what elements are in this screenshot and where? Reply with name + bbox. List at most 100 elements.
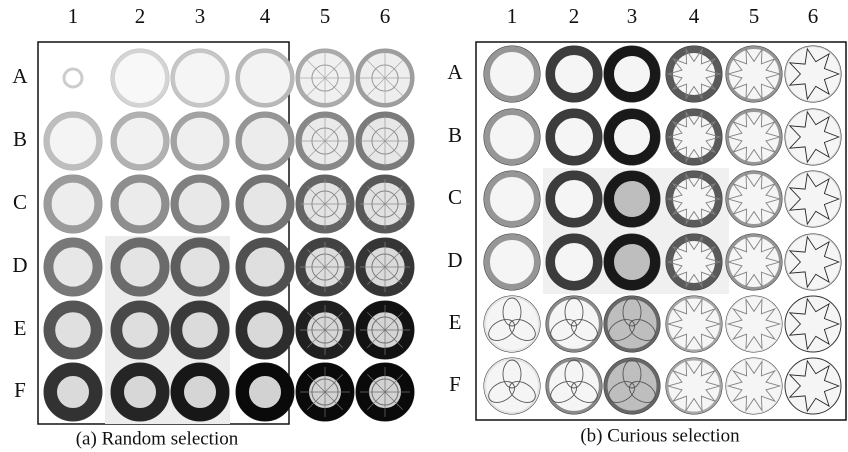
column-label: 2	[569, 4, 580, 28]
pattern-thumbnail	[236, 363, 294, 421]
pattern-thumbnail	[296, 301, 354, 359]
pattern-thumbnail	[356, 49, 414, 107]
row-label: B	[13, 127, 27, 151]
row-label: B	[448, 123, 462, 147]
pattern-thumbnail	[666, 46, 722, 102]
disc	[785, 296, 841, 352]
pattern-thumbnail	[604, 234, 660, 290]
pattern-thumbnail	[171, 49, 229, 107]
pattern-thumbnail	[785, 46, 841, 102]
row-label: E	[14, 316, 27, 340]
column-label: 3	[195, 4, 206, 28]
caption: (a) Random selection	[76, 428, 239, 449]
pattern-thumbnail	[44, 175, 102, 233]
pattern-thumbnail	[484, 171, 540, 227]
pattern-thumbnail	[171, 301, 229, 359]
row-label: C	[448, 185, 462, 209]
row-label: D	[447, 248, 462, 272]
pattern-thumbnail	[546, 46, 602, 102]
pattern-thumbnail	[546, 109, 602, 165]
pattern-thumbnail	[604, 358, 660, 414]
row-label: A	[12, 64, 28, 88]
ring	[64, 69, 82, 87]
pattern-thumbnail	[111, 112, 169, 170]
pattern-thumbnail	[484, 109, 540, 165]
pattern-thumbnail	[44, 238, 102, 296]
pattern-thumbnail	[604, 109, 660, 165]
row-label: D	[12, 253, 27, 277]
pattern-thumbnail	[785, 109, 841, 165]
pattern-thumbnail	[356, 112, 414, 170]
pattern-thumbnail	[236, 301, 294, 359]
row-label: F	[14, 378, 26, 402]
pattern-thumbnail	[666, 234, 722, 290]
pattern-thumbnail	[785, 234, 841, 290]
pattern-thumbnail	[236, 175, 294, 233]
row-label: C	[13, 190, 27, 214]
pattern-thumbnail	[546, 296, 602, 352]
column-label: 3	[627, 4, 638, 28]
caption: (b) Curious selection	[580, 425, 740, 446]
pattern-thumbnail	[356, 175, 414, 233]
row-label: E	[449, 310, 462, 334]
pattern-thumbnail	[484, 296, 540, 352]
pattern-thumbnail	[785, 171, 841, 227]
pattern-thumbnail	[484, 234, 540, 290]
pattern-thumbnail	[44, 112, 102, 170]
row-label: F	[449, 372, 461, 396]
pattern-thumbnail	[785, 296, 841, 352]
pattern-thumbnail	[666, 171, 722, 227]
disc	[785, 358, 841, 414]
pattern-thumbnail	[44, 301, 102, 359]
pattern-thumbnail	[726, 234, 782, 290]
column-label: 6	[808, 4, 819, 28]
column-label: 5	[320, 4, 331, 28]
pattern-thumbnail	[236, 238, 294, 296]
pattern-thumbnail	[296, 49, 354, 107]
pattern-thumbnail	[111, 301, 169, 359]
pattern-thumbnail	[484, 46, 540, 102]
pattern-thumbnail	[484, 358, 540, 414]
pattern-thumbnail	[171, 363, 229, 421]
row-label: A	[447, 60, 463, 84]
pattern-thumbnail	[666, 358, 722, 414]
column-label: 2	[135, 4, 146, 28]
pattern-thumbnail	[604, 46, 660, 102]
pattern-thumbnail	[604, 171, 660, 227]
pattern-thumbnail	[236, 112, 294, 170]
column-label: 5	[749, 4, 760, 28]
pattern-thumbnail	[356, 363, 414, 421]
pattern-thumbnail	[785, 358, 841, 414]
pattern-thumbnail	[604, 296, 660, 352]
pattern-thumbnail	[296, 238, 354, 296]
pattern-thumbnail	[666, 296, 722, 352]
column-label: 4	[689, 4, 700, 28]
pattern-thumbnail	[111, 175, 169, 233]
pattern-thumbnail	[546, 171, 602, 227]
pattern-thumbnail	[356, 238, 414, 296]
pattern-thumbnail	[726, 171, 782, 227]
pattern-thumbnail	[666, 109, 722, 165]
pattern-thumbnail	[111, 49, 169, 107]
pattern-thumbnail	[64, 69, 82, 87]
pattern-thumbnail	[236, 49, 294, 107]
pattern-thumbnail	[296, 175, 354, 233]
pattern-thumbnail	[171, 238, 229, 296]
pattern-thumbnail	[296, 112, 354, 170]
pattern-thumbnail	[44, 363, 102, 421]
column-label: 1	[507, 4, 518, 28]
pattern-thumbnail	[171, 112, 229, 170]
column-label: 6	[380, 4, 391, 28]
pattern-thumbnail	[111, 363, 169, 421]
pattern-thumbnail	[546, 358, 602, 414]
pattern-thumbnail	[111, 238, 169, 296]
pattern-thumbnail	[726, 358, 782, 414]
column-label: 1	[68, 4, 79, 28]
pattern-thumbnail	[296, 363, 354, 421]
pattern-thumbnail	[726, 109, 782, 165]
pattern-thumbnail	[726, 46, 782, 102]
column-label: 4	[260, 4, 271, 28]
pattern-thumbnail	[171, 175, 229, 233]
pattern-thumbnail	[726, 296, 782, 352]
pattern-thumbnail	[546, 234, 602, 290]
